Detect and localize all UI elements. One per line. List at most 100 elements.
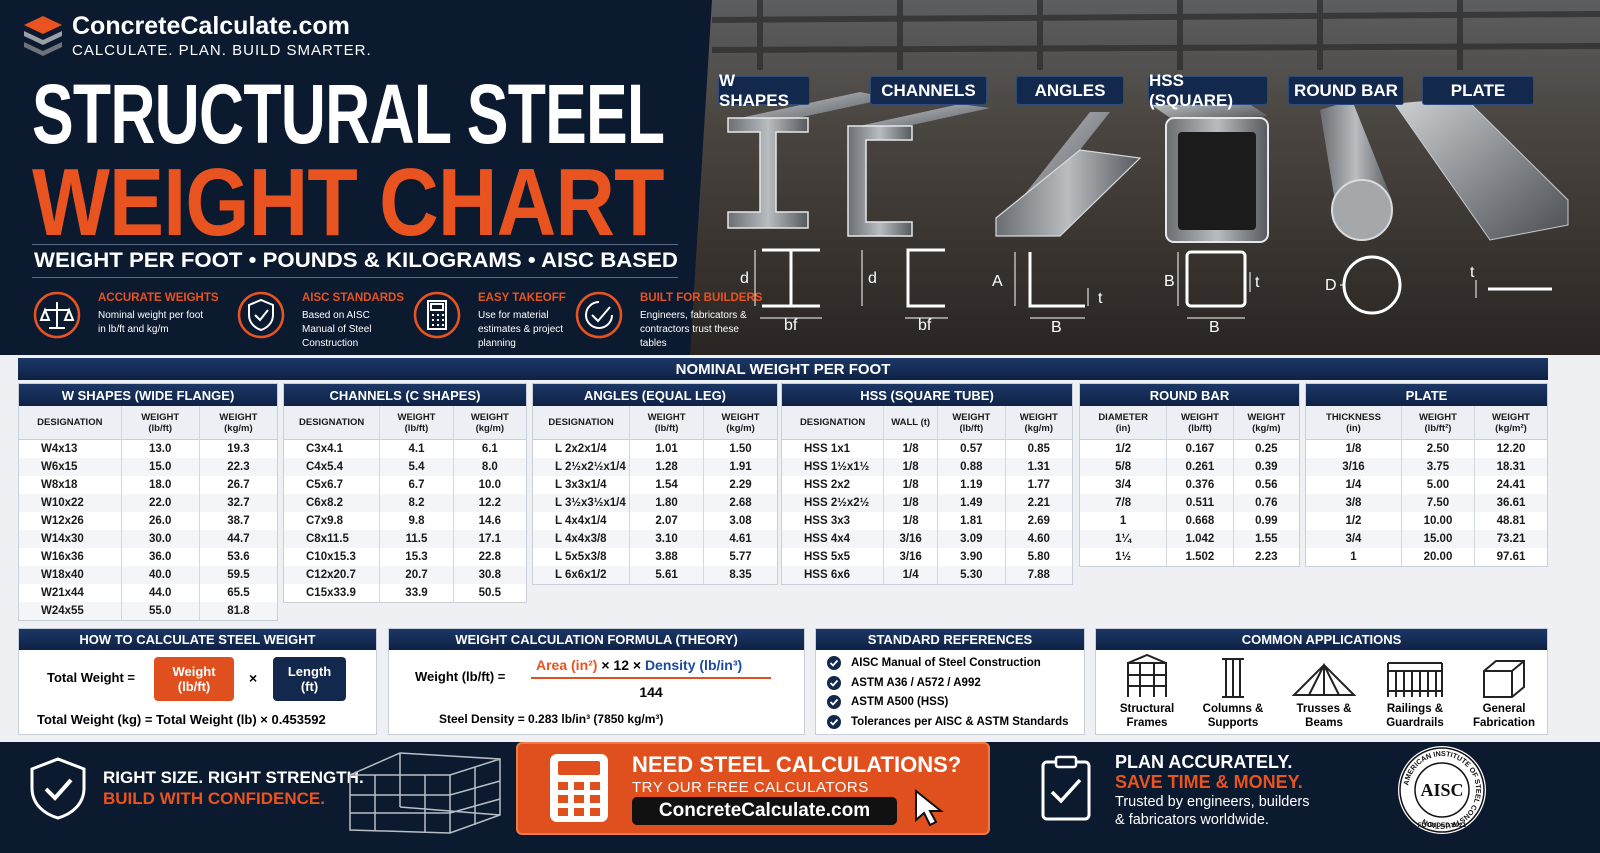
decoration bbox=[574, 808, 584, 816]
table-cell: 59.5 bbox=[198, 566, 277, 584]
table-cell: L 2½x2½x1/4 bbox=[555, 461, 626, 473]
application-label: Guardrails bbox=[1386, 717, 1444, 729]
conversion: Total Weight (kg) = Total Weight (lb) × … bbox=[37, 712, 326, 727]
cta-subtitle: TRY OUR FREE CALCULATORS bbox=[632, 779, 869, 796]
promo-title: PLAN ACCURATELY. bbox=[1115, 752, 1293, 772]
table-cell: 7/8 bbox=[1115, 497, 1132, 509]
decoration bbox=[349, 752, 501, 834]
table-cell: W14x30 bbox=[41, 533, 84, 545]
column-header-line: (lb/ft) bbox=[1188, 422, 1212, 434]
table-row: 1¼ 1.042 1.55 bbox=[1080, 530, 1299, 548]
column-header: WALL (t) bbox=[883, 406, 937, 439]
table-cell: 1 bbox=[1350, 551, 1357, 563]
reference-item: ASTM A36 / A572 / A992 bbox=[851, 676, 981, 689]
table-cell: HSS 4x4 bbox=[804, 533, 851, 545]
feature-text: Construction bbox=[302, 338, 359, 349]
table-cell: L 5x5x3/8 bbox=[555, 551, 607, 563]
table-row: 1/2 0.167 0.25 bbox=[1080, 440, 1299, 458]
decoration bbox=[590, 782, 600, 790]
formula-text: Total Weight = bbox=[47, 670, 135, 685]
title-line: WEIGHT CHART bbox=[32, 149, 664, 256]
shape-tab: W SHAPES bbox=[718, 71, 810, 110]
table-cell: W16x36 bbox=[41, 551, 84, 563]
table-cell: HSS 1½x1½ bbox=[804, 461, 870, 473]
feature-title: AISC STANDARDS bbox=[302, 292, 405, 304]
dimension-label: bf bbox=[918, 317, 932, 334]
brand-logo bbox=[24, 16, 62, 56]
table-row: HSS 1x1 1/8 0.57 0.85 bbox=[782, 440, 1072, 458]
decoration bbox=[711, 11, 1600, 23]
table-cell: 15.3 bbox=[379, 548, 452, 566]
table-cell: 5.61 bbox=[629, 566, 703, 584]
references-panel: STANDARD REFERENCES AISC Manual of Steel… bbox=[815, 628, 1085, 735]
table-cell: 3.08 bbox=[703, 512, 777, 530]
dimension-label: B bbox=[1051, 319, 1062, 336]
dimension-label: B bbox=[1209, 319, 1220, 336]
table-row: 1½ 1.502 2.23 bbox=[1080, 548, 1299, 566]
table-cell: 3/4 bbox=[1345, 533, 1362, 545]
table-cell: W12x26 bbox=[41, 515, 84, 527]
table-cell: W4x13 bbox=[41, 443, 78, 455]
check-mark bbox=[829, 698, 839, 706]
feature-icon bbox=[413, 291, 461, 339]
table-cell: 3.10 bbox=[629, 530, 703, 548]
table-cell: 26.0 bbox=[120, 512, 199, 530]
table-cell: 0.668 bbox=[1166, 512, 1232, 530]
table-cell: C6x8.2 bbox=[306, 497, 344, 509]
panel-title: WEIGHT CALCULATION FORMULA (THEORY) bbox=[389, 629, 804, 650]
applications-panel: COMMON APPLICATIONS Structural Frames Colu… bbox=[1095, 628, 1548, 735]
column-header-line: (kg/m²) bbox=[1495, 422, 1527, 434]
check-icon bbox=[827, 714, 841, 729]
table-cell: L 4x4x1/4 bbox=[555, 515, 607, 527]
table-cell: 0.88 bbox=[937, 458, 1004, 476]
dimension-label: t bbox=[1255, 274, 1260, 291]
table-row: L 4x4x1/4 2.07 3.08 bbox=[533, 512, 777, 530]
decoration bbox=[1414, 762, 1470, 818]
column-header-line: WEIGHT bbox=[470, 411, 509, 423]
table-row: 3/16 3.75 18.31 bbox=[1306, 458, 1547, 476]
decoration bbox=[995, 149, 1142, 237]
table-cell: 9.8 bbox=[379, 512, 452, 530]
table-row: C4x5.4 5.4 8.0 bbox=[284, 458, 526, 476]
column-header-line: WEIGHT bbox=[1418, 411, 1457, 423]
table-cell: C5x6.7 bbox=[306, 479, 344, 491]
table-cell: 2.69 bbox=[1004, 512, 1072, 530]
table-cell: HSS 1x1 bbox=[804, 443, 851, 455]
table-row: W6x15 15.0 22.3 bbox=[19, 458, 277, 476]
table-cell: L 4x4x3/8 bbox=[555, 533, 607, 545]
decoration bbox=[1222, 658, 1244, 698]
table-cell: 1½ bbox=[1115, 551, 1132, 563]
table-row: L 4x4x3/8 3.10 4.61 bbox=[533, 530, 777, 548]
table-cell: 11.5 bbox=[379, 530, 452, 548]
table-row: C7x9.8 9.8 14.6 bbox=[284, 512, 526, 530]
column-header-line: (kg/m) bbox=[1252, 422, 1281, 434]
table-cell: 1/8 bbox=[1345, 443, 1362, 455]
section-title: NOMINAL WEIGHT PER FOOT bbox=[18, 358, 1548, 380]
icon-glyph bbox=[39, 302, 75, 329]
table-cell: 1¼ bbox=[1115, 533, 1132, 545]
cta-link[interactable]: ConcreteCalculate.com bbox=[632, 797, 897, 825]
table-cell: 19.3 bbox=[198, 440, 277, 458]
table-cell: 1.54 bbox=[629, 476, 703, 494]
icon-glyph bbox=[427, 300, 447, 330]
table-cell: 5.30 bbox=[937, 566, 1004, 584]
table-cell: 22.3 bbox=[198, 458, 277, 476]
table-cell: 6.1 bbox=[452, 440, 526, 458]
table-cell: 12.20 bbox=[1473, 440, 1547, 458]
table-row: W10x22 22.0 32.7 bbox=[19, 494, 277, 512]
table-cell: 3/16 bbox=[883, 530, 937, 548]
table-cell: 10.00 bbox=[1400, 512, 1474, 530]
table-header: DESIGNATION WALL (t) WEIGHT (lb/ft) WEIGHT (k… bbox=[782, 406, 1072, 440]
table-cell: 97.61 bbox=[1473, 548, 1547, 566]
table-row: C5x6.7 6.7 10.0 bbox=[284, 476, 526, 494]
column-header-line: THICKNESS bbox=[1326, 411, 1381, 423]
table-cell: 6.7 bbox=[379, 476, 452, 494]
table-row: C10x15.3 15.3 22.8 bbox=[284, 548, 526, 566]
application-label: General bbox=[1482, 703, 1526, 715]
icon-ring bbox=[237, 291, 285, 339]
table-cell: 14.6 bbox=[452, 512, 526, 530]
table-cell: W6x15 bbox=[41, 461, 78, 473]
table-cell: 3/8 bbox=[1345, 497, 1362, 509]
column-header-line: WEIGHT bbox=[952, 411, 991, 423]
formula-term: Area (in²) bbox=[536, 657, 598, 673]
